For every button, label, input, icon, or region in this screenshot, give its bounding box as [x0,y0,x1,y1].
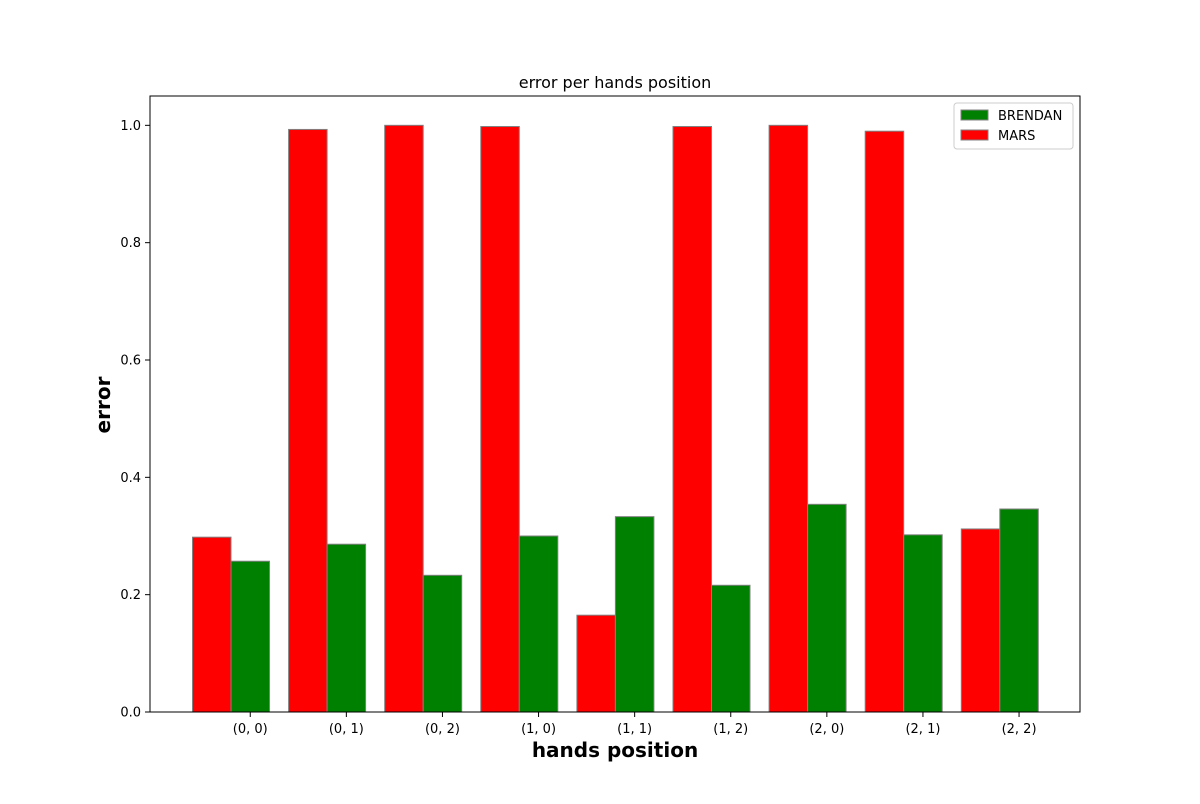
x-tick-label: (0, 0) [233,722,268,737]
bar-brendan-5 [711,584,751,713]
x-tick-label: (1, 1) [617,722,652,737]
x-tick-label: (2, 0) [809,722,844,737]
legend: BRENDAN MARS [953,102,1074,150]
x-tick-label: (1, 2) [713,722,748,737]
legend-swatch-brendan [960,109,989,121]
x-axis-label: hands position [532,738,698,762]
y-tick-label: 1.0 [120,119,141,134]
bar-mars-0 [192,536,232,713]
x-tick-label: (2, 2) [1002,722,1037,737]
bar-brendan-4 [614,516,655,713]
bar-brendan-7 [903,534,943,713]
chart-title: error per hands position [519,73,712,92]
legend-label-brendan: BRENDAN [998,109,1062,124]
bar-brendan-0 [230,560,270,713]
bar-mars-2 [384,124,424,713]
bar-mars-4 [576,614,616,713]
bar-brendan-6 [807,503,847,713]
y-axis-label: error [91,376,115,433]
y-axis: 0.0 0.2 0.4 0.6 0.8 1.0 [120,119,150,721]
y-tick-label: 0.2 [120,588,141,603]
x-tick-label: (0, 1) [329,722,364,737]
bar-brendan-8 [999,508,1039,713]
bar-mars-7 [864,130,905,713]
legend-label-mars: MARS [998,129,1035,144]
y-tick-label: 0.8 [120,236,141,251]
x-tick-label: (1, 0) [521,722,556,737]
bar-brendan-3 [518,535,559,713]
y-tick-label: 0.4 [120,471,141,486]
plot-frame [149,95,1081,713]
legend-swatch-mars [960,129,989,141]
x-axis: (0, 0) (0, 1) (0, 2) (1, 0) (1, 1) (1, 2) (2, … [233,712,1037,737]
bar-mars-5 [672,126,712,713]
bar-mars-3 [480,126,520,713]
bars-layer [192,124,1039,713]
x-tick-label: (2, 1) [905,722,940,737]
bar-brendan-2 [422,574,463,713]
bar-mars-1 [288,128,328,713]
bar-mars-6 [768,124,809,713]
y-tick-label: 0.6 [120,354,141,369]
bar-mars-8 [960,528,1001,713]
y-tick-label: 0.0 [120,706,141,721]
x-tick-label: (0, 2) [425,722,460,737]
bar-brendan-1 [326,543,367,713]
